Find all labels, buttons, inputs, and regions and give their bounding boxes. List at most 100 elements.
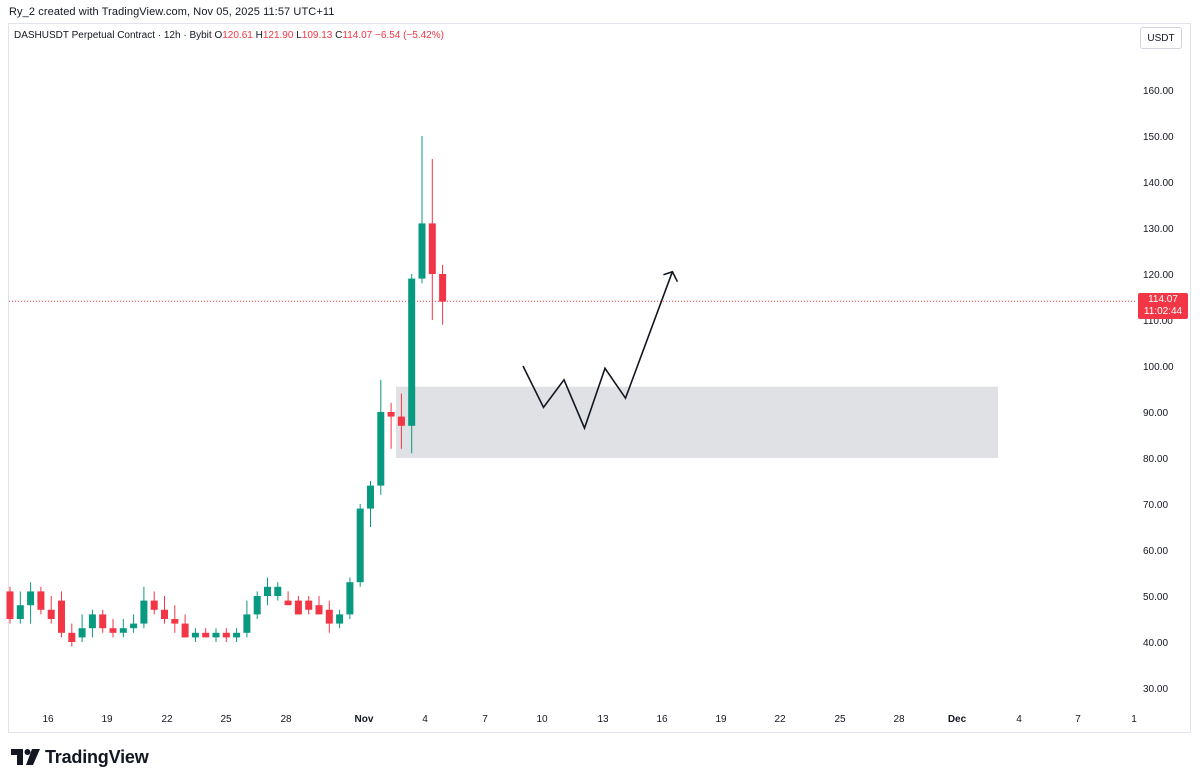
candle-body bbox=[346, 582, 354, 615]
x-tick-label: 16 bbox=[656, 714, 668, 725]
candle-body bbox=[387, 412, 395, 417]
y-tick-label: 30.00 bbox=[1143, 684, 1168, 695]
x-tick-label: 16 bbox=[42, 714, 54, 725]
candle-body bbox=[367, 485, 374, 509]
candle-body bbox=[305, 600, 313, 610]
low-label: L bbox=[296, 30, 302, 41]
candle-body bbox=[315, 605, 323, 615]
high-label: H bbox=[255, 30, 263, 41]
candle-body bbox=[377, 412, 385, 486]
candle-body bbox=[78, 628, 86, 638]
candle-body bbox=[181, 623, 189, 638]
candle-body bbox=[140, 600, 148, 624]
x-tick-label: 4 bbox=[422, 714, 428, 725]
candle-body bbox=[6, 591, 14, 619]
close-label: C bbox=[335, 30, 343, 41]
currency-button[interactable]: USDT bbox=[1140, 27, 1182, 49]
candle-body bbox=[99, 614, 107, 629]
candle-body bbox=[397, 416, 405, 426]
candle-body bbox=[161, 609, 168, 619]
x-tick-label: Nov bbox=[355, 714, 374, 725]
candle-body bbox=[47, 609, 55, 619]
candle-body bbox=[27, 591, 35, 606]
demand-zone bbox=[396, 386, 998, 458]
candle-body bbox=[408, 278, 416, 426]
last-price-value: 114.07 bbox=[1148, 294, 1178, 305]
candle-body bbox=[439, 274, 447, 302]
y-tick-label: 90.00 bbox=[1143, 408, 1168, 419]
y-tick-label: 70.00 bbox=[1143, 500, 1168, 511]
candle-body bbox=[150, 600, 158, 610]
close-value: 114.07 bbox=[342, 30, 373, 41]
y-tick-label: 100.00 bbox=[1143, 362, 1174, 373]
candle-body bbox=[16, 605, 24, 619]
y-tick-label: 60.00 bbox=[1143, 546, 1168, 557]
x-tick-label: 10 bbox=[536, 714, 548, 725]
x-tick-label: 22 bbox=[774, 714, 786, 725]
projection-path bbox=[522, 271, 674, 431]
x-tick-label: 7 bbox=[1075, 714, 1081, 725]
tradingview-wordmark: TradingView bbox=[45, 746, 149, 767]
symbol-legend: DASHUSDT Perpetual Contract · 12h · Bybi… bbox=[14, 30, 444, 41]
y-tick-label: 50.00 bbox=[1143, 592, 1168, 603]
y-tick-label: 120.00 bbox=[1143, 270, 1174, 281]
open-label: O bbox=[214, 30, 223, 41]
candle-body bbox=[222, 632, 230, 638]
candle-body bbox=[274, 586, 282, 596]
tradingview-logo-icon bbox=[11, 749, 40, 765]
candle-body bbox=[356, 508, 364, 583]
x-tick-label: 7 bbox=[482, 714, 488, 725]
candle-body bbox=[284, 600, 292, 606]
candle-body bbox=[428, 223, 436, 274]
candle-body bbox=[212, 632, 220, 638]
candle-body bbox=[294, 600, 302, 615]
y-tick-label: 40.00 bbox=[1143, 638, 1168, 649]
x-tick-label: 25 bbox=[834, 714, 846, 725]
candle-body bbox=[119, 628, 127, 633]
candle-body bbox=[88, 614, 96, 629]
y-tick-label: 160.00 bbox=[1143, 86, 1174, 97]
low-value: 109.13 bbox=[301, 30, 333, 41]
candle-body bbox=[37, 591, 45, 610]
candle-body bbox=[233, 632, 241, 638]
symbol-title[interactable]: DASHUSDT Perpetual Contract · 12h · Bybi… bbox=[14, 30, 212, 41]
projection-arrow-head bbox=[663, 270, 679, 283]
x-tick-label: 13 bbox=[597, 714, 609, 725]
candle-body bbox=[171, 619, 179, 624]
candle-body bbox=[58, 600, 65, 633]
tradingview-logo[interactable]: TradingView bbox=[11, 746, 149, 768]
candle-body bbox=[264, 586, 271, 596]
y-tick-label: 150.00 bbox=[1143, 132, 1174, 143]
candle-body bbox=[336, 614, 344, 624]
change-value: −6.54 (−5.42%) bbox=[375, 30, 444, 41]
attribution-text: Ry_2 created with TradingView.com, Nov 0… bbox=[9, 6, 335, 18]
x-tick-label: 4 bbox=[1016, 714, 1022, 725]
candle-body bbox=[130, 623, 138, 629]
last-price-countdown: 11:02:44 bbox=[1143, 306, 1183, 317]
y-tick-label: 130.00 bbox=[1143, 224, 1174, 235]
chart-frame[interactable] bbox=[8, 23, 1191, 733]
x-tick-label: 28 bbox=[280, 714, 292, 725]
x-tick-label: 28 bbox=[893, 714, 905, 725]
candle-body bbox=[325, 609, 333, 624]
y-tick-label: 80.00 bbox=[1143, 454, 1168, 465]
candle-body bbox=[243, 614, 251, 633]
candle-body bbox=[109, 628, 117, 633]
candle-body bbox=[418, 223, 426, 279]
candle-body bbox=[191, 632, 199, 638]
open-value: 120.61 bbox=[222, 30, 253, 41]
x-tick-label: 19 bbox=[101, 714, 113, 725]
last-price-tag: 114.07 11:02:44 bbox=[1138, 293, 1188, 319]
x-tick-label: 1 bbox=[1131, 714, 1137, 725]
x-tick-label: 25 bbox=[220, 714, 232, 725]
x-tick-label: 19 bbox=[715, 714, 727, 725]
high-value: 121.90 bbox=[262, 30, 294, 41]
x-tick-label: 22 bbox=[161, 714, 173, 725]
candle-body bbox=[253, 596, 261, 615]
x-tick-label: Dec bbox=[948, 714, 967, 725]
y-tick-label: 110.00 bbox=[1143, 316, 1173, 327]
candle-body bbox=[202, 632, 210, 638]
y-tick-label: 140.00 bbox=[1143, 178, 1174, 189]
candle-body bbox=[68, 632, 76, 642]
